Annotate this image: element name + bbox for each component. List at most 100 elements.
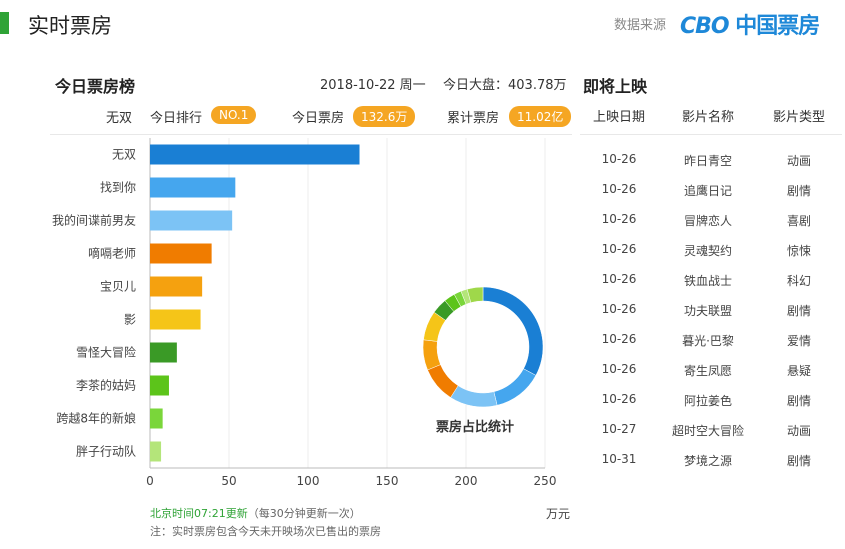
film-name-cell[interactable]: 灵魂契约: [683, 244, 732, 258]
bar: [150, 309, 201, 330]
footer-note: 注：实时票房包含今天未开映场次已售出的票房: [150, 525, 381, 538]
table-row[interactable]: 10-31 梦境之源 剧情: [580, 445, 842, 475]
release-date-cell: 10-26: [601, 362, 637, 376]
top-film-name: 无双: [106, 111, 133, 126]
market-total: 今日大盘：403.78万: [443, 74, 567, 93]
table-row[interactable]: 10-26 阿拉姜色 剧情: [580, 385, 842, 415]
box-office-label: 今日票房: [292, 111, 345, 126]
release-date-cell: 10-26: [601, 392, 637, 406]
col-film-genre: 影片类型: [772, 110, 825, 125]
table-row[interactable]: 10-26 灵魂契约 惊悚: [580, 235, 842, 265]
release-date-cell: 10-26: [601, 332, 637, 346]
release-date-cell: 10-26: [601, 152, 637, 166]
market-total-label: 今日大盘：: [443, 78, 509, 93]
table-row[interactable]: 10-26 铁血战士 科幻: [580, 265, 842, 295]
release-date-cell: 10-27: [601, 422, 637, 436]
category-label: 嘀嗝老师: [88, 247, 136, 261]
x-tick-label: 250: [534, 474, 557, 488]
donut-title: 票房占比统计: [436, 420, 515, 435]
page-title: 实时票房: [28, 14, 112, 38]
bar: [150, 342, 177, 363]
donut-slice: [422, 339, 441, 371]
cbo-logo-mark: CBO: [680, 14, 730, 39]
today-section-title: 今日票房榜: [55, 77, 136, 96]
film-name-cell[interactable]: 功夫联盟: [683, 304, 732, 318]
film-genre-cell: 悬疑: [786, 364, 811, 378]
x-tick-label: 50: [221, 474, 236, 488]
bar: [150, 276, 203, 297]
bar: [150, 408, 163, 429]
film-genre-cell: 动画: [786, 424, 811, 438]
bar: [150, 375, 169, 396]
film-genre-cell: 剧情: [786, 394, 811, 408]
bar: [150, 243, 212, 264]
cumulative-badge: 11.02亿: [509, 106, 572, 127]
section-divider: [50, 134, 572, 135]
box-office-chart: 0 50 100 150 200 250 无双找到你我的间谍前男友嘀嗝老师宝贝儿影雪怪大冒险…: [52, 138, 557, 488]
table-row[interactable]: 10-26 功夫联盟 剧情: [580, 295, 842, 325]
x-tick-label: 150: [376, 474, 399, 488]
film-name-cell[interactable]: 铁血战士: [683, 274, 732, 288]
table-row[interactable]: 10-26 追鹰日记 剧情: [580, 175, 842, 205]
film-genre-cell: 爱情: [786, 334, 811, 348]
table-row[interactable]: 10-26 冒牌恋人 喜剧: [580, 205, 842, 235]
rank-badge: NO.1: [211, 106, 257, 124]
release-date-cell: 10-26: [601, 272, 637, 286]
film-genre-cell: 剧情: [786, 184, 811, 198]
data-source-label: 数据来源: [614, 18, 667, 33]
x-tick-label: 0: [146, 474, 154, 488]
film-genre-cell: 惊悚: [786, 244, 811, 258]
release-date-cell: 10-26: [601, 182, 637, 196]
film-genre-cell: 动画: [786, 154, 811, 168]
market-total-value: 403.78万: [508, 78, 567, 93]
film-genre-cell: 剧情: [786, 454, 811, 468]
table-row[interactable]: 10-27 超时空大冒险 动画: [580, 415, 842, 445]
x-tick-label: 100: [297, 474, 320, 488]
today-date: 2018-10-22 周一: [320, 78, 426, 93]
cumulative-label: 累计票房: [447, 111, 500, 126]
col-film-name: 影片名称: [681, 110, 734, 125]
unit-label: 万元: [546, 507, 571, 521]
release-date-cell: 10-26: [601, 242, 637, 256]
update-time: 北京时间07:21更新: [150, 507, 248, 520]
upcoming-section-title: 即将上映: [583, 77, 648, 96]
film-name-cell[interactable]: 梦境之源: [683, 454, 732, 468]
rank-label: 今日排行: [150, 111, 203, 126]
donut-slice: [482, 286, 544, 376]
table-row[interactable]: 10-26 寄生凤愿 悬疑: [580, 355, 842, 385]
category-label: 无双: [112, 148, 136, 162]
upcoming-divider: [580, 134, 842, 135]
category-label: 跨越8年的新娘: [56, 411, 136, 426]
category-label: 我的间谍前男友: [52, 213, 136, 228]
film-name-cell[interactable]: 暮光·巴黎: [682, 334, 734, 348]
cbo-logo-text: 中国票房: [735, 14, 820, 39]
box-office-badge: 132.6万: [353, 106, 416, 127]
cbo-logo[interactable]: CBO 中国票房: [680, 8, 820, 40]
update-note: 北京时间07:21更新（每30分钟更新一次）: [150, 505, 361, 521]
update-frequency: （每30分钟更新一次）: [247, 507, 361, 520]
film-name-cell[interactable]: 追鹰日记: [683, 184, 732, 198]
table-row[interactable]: 10-26 昨日青空 动画: [580, 145, 842, 175]
category-label: 找到你: [100, 181, 136, 195]
donut-slice: [427, 364, 459, 398]
film-name-cell[interactable]: 超时空大冒险: [671, 424, 744, 438]
donut-slice: [450, 385, 498, 408]
col-release-date: 上映日期: [592, 110, 645, 125]
film-name-cell[interactable]: 寄生凤愿: [683, 364, 732, 378]
film-name-cell[interactable]: 阿拉姜色: [683, 394, 732, 408]
x-tick-label: 200: [455, 474, 478, 488]
category-label: 雪怪大冒险: [76, 345, 136, 360]
film-name-cell[interactable]: 昨日青空: [683, 154, 732, 168]
release-date-cell: 10-26: [601, 302, 637, 316]
category-label: 影: [124, 313, 136, 327]
table-row[interactable]: 10-26 暮光·巴黎 爱情: [580, 325, 842, 355]
film-genre-cell: 喜剧: [786, 214, 811, 228]
bar: [150, 144, 360, 165]
release-date-cell: 10-31: [601, 452, 637, 466]
film-name-cell[interactable]: 冒牌恋人: [683, 214, 732, 228]
film-genre-cell: 科幻: [786, 274, 811, 288]
release-date-cell: 10-26: [601, 212, 637, 226]
bar: [150, 177, 236, 198]
donut-slice: [466, 286, 484, 303]
donut-slice: [493, 368, 537, 406]
